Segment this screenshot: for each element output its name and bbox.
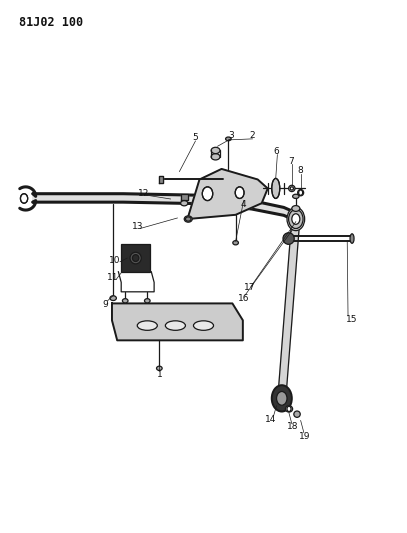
Polygon shape (159, 176, 162, 183)
Text: 81J02 100: 81J02 100 (19, 16, 83, 29)
Ellipse shape (285, 406, 293, 412)
Polygon shape (33, 193, 296, 221)
Text: 8: 8 (298, 166, 304, 175)
Ellipse shape (123, 298, 128, 303)
Text: 15: 15 (346, 315, 358, 324)
Polygon shape (188, 169, 268, 219)
Ellipse shape (294, 411, 300, 417)
Ellipse shape (290, 187, 293, 190)
Polygon shape (112, 303, 243, 341)
Ellipse shape (181, 200, 188, 206)
Circle shape (235, 187, 244, 198)
Circle shape (287, 207, 305, 231)
Ellipse shape (289, 185, 295, 191)
Circle shape (299, 190, 303, 195)
Text: 16: 16 (238, 294, 249, 303)
Ellipse shape (292, 206, 300, 212)
Ellipse shape (165, 321, 186, 330)
Circle shape (277, 392, 287, 405)
Ellipse shape (298, 190, 304, 196)
Ellipse shape (137, 321, 158, 330)
Text: 11: 11 (107, 272, 119, 281)
Ellipse shape (184, 216, 192, 222)
Ellipse shape (130, 252, 141, 264)
Text: 4: 4 (241, 200, 247, 209)
Polygon shape (278, 219, 300, 399)
Polygon shape (182, 193, 188, 200)
Ellipse shape (211, 154, 220, 160)
Text: 7: 7 (288, 157, 294, 166)
Text: 5: 5 (192, 133, 197, 142)
Circle shape (292, 214, 300, 224)
Text: 18: 18 (287, 422, 298, 431)
Ellipse shape (110, 296, 116, 301)
Ellipse shape (272, 179, 280, 198)
Ellipse shape (186, 217, 191, 221)
Circle shape (272, 385, 292, 411)
Ellipse shape (225, 137, 231, 141)
Text: 9: 9 (102, 300, 108, 309)
Ellipse shape (350, 234, 354, 243)
Ellipse shape (193, 321, 214, 330)
Ellipse shape (157, 366, 162, 370)
Text: 3: 3 (228, 131, 234, 140)
Text: 19: 19 (299, 432, 311, 441)
Text: 1: 1 (156, 370, 162, 379)
Circle shape (20, 193, 28, 203)
Ellipse shape (144, 298, 150, 303)
Text: 13: 13 (131, 222, 143, 231)
Text: 6: 6 (274, 147, 280, 156)
Text: 10: 10 (109, 256, 121, 265)
Text: 14: 14 (265, 415, 277, 424)
Circle shape (289, 209, 303, 229)
Bar (121, 244, 150, 272)
Text: 2: 2 (249, 131, 255, 140)
Circle shape (287, 406, 291, 411)
Text: 17: 17 (244, 283, 256, 292)
Ellipse shape (211, 147, 220, 154)
Circle shape (202, 187, 213, 200)
Ellipse shape (283, 233, 294, 244)
Ellipse shape (132, 255, 139, 262)
Text: 12: 12 (138, 189, 150, 198)
Ellipse shape (293, 194, 299, 198)
Ellipse shape (233, 241, 239, 245)
